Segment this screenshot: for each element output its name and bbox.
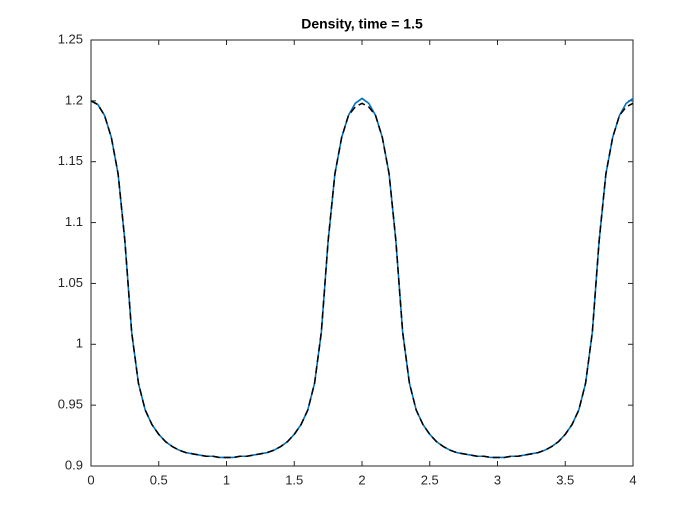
x-tick-label: 0 [87,472,94,487]
y-tick-label: 0.9 [65,457,83,472]
x-tick-label: 2 [358,472,365,487]
x-tick-label: 1 [223,472,230,487]
y-tick-label: 1.25 [58,31,83,46]
y-tick-label: 1 [76,336,83,351]
series-line [90,100,634,459]
x-tick-label: 4 [629,472,636,487]
x-tick-label: 3 [494,472,501,487]
x-tick-label: 2.5 [421,472,439,487]
x-tick-label: 0.5 [150,472,168,487]
y-tick-label: 1.05 [58,275,83,290]
y-tick-label: 1.1 [65,214,83,229]
chart-title: Density, time = 1.5 [301,16,423,32]
x-tick-label: 1.5 [285,472,303,487]
y-tick-label: 1.15 [58,153,83,168]
y-tick-label: 1.2 [65,92,83,107]
x-tick-label: 3.5 [556,472,574,487]
y-tick-label: 0.95 [58,397,83,412]
